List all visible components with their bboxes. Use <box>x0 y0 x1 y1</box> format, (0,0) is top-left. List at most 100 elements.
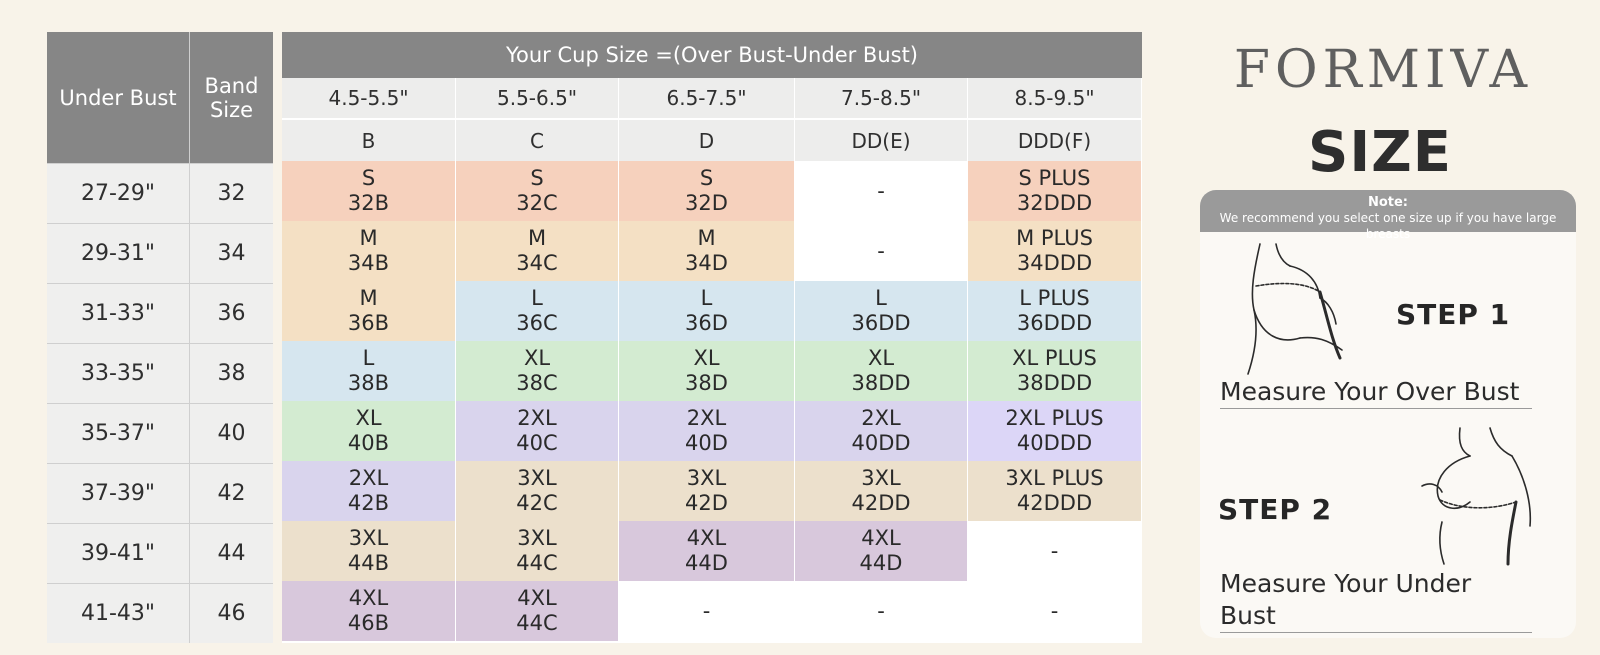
size-label: 2XL PLUS <box>1005 406 1104 430</box>
size-cell: 2XL 40C <box>456 401 619 461</box>
over-bust-illustration-icon <box>1247 243 1343 375</box>
table-row: 33-35" 38 <box>47 343 273 403</box>
bra-size-code: 32DDD <box>1016 191 1093 215</box>
cup-letter-header: C <box>456 120 619 161</box>
size-cell: XL 38C <box>456 341 619 401</box>
size-label: S <box>530 166 544 190</box>
under-bust-table: Under Bust Band Size 27-29" 32 29-31" 34 31-… <box>47 32 273 643</box>
size-label: S PLUS <box>1018 166 1091 190</box>
size-label: M <box>359 226 378 250</box>
size-cell: 2XL 40DD <box>795 401 968 461</box>
size-cell: L 36D <box>619 281 795 341</box>
note-title: Note: <box>1367 195 1409 210</box>
size-cell: M 34D <box>619 221 795 281</box>
bra-size-code: 36B <box>347 311 390 335</box>
under-bust-illustration-icon <box>1421 427 1532 566</box>
size-cell: XL PLUS 38DDD <box>968 341 1142 401</box>
size-label: 4XL <box>517 586 557 610</box>
size-label: M <box>359 286 378 310</box>
cup-size-title: Your Cup Size =(Over Bust-Under Bust) <box>282 32 1142 78</box>
band-size-value: 42 <box>190 463 273 523</box>
under-bust-value: 39-41" <box>47 523 190 583</box>
size-cell: S 32B <box>282 161 456 221</box>
size-label: S <box>699 166 714 190</box>
bra-size-code: 36DDD <box>1016 311 1093 335</box>
size-cell: L PLUS 36DDD <box>968 281 1142 341</box>
size-label: - <box>702 598 711 623</box>
bra-size-code: 38C <box>516 371 558 395</box>
bra-size-code: 42DDD <box>1016 491 1093 515</box>
cup-range-header: 8.5-9.5" <box>968 78 1142 120</box>
size-cell: 3XL 42D <box>619 461 795 521</box>
size-cell: 2XL 42B <box>282 461 456 521</box>
bra-size-code: 32C <box>516 191 558 215</box>
size-cell: 2XL 40D <box>619 401 795 461</box>
size-cell: XL 38DD <box>795 341 968 401</box>
size-label: 3XL <box>517 466 557 490</box>
size-cell: - <box>968 581 1142 641</box>
size-label: L <box>875 286 887 310</box>
header-band-size: Band Size <box>190 32 273 163</box>
size-label: 2XL <box>517 406 557 430</box>
size-cell: 4XL 44C <box>456 581 619 641</box>
under-bust-value: 35-37" <box>47 403 190 463</box>
size-cell: L 36DD <box>795 281 968 341</box>
cup-size-grid: Your Cup Size =(Over Bust-Under Bust) 4.… <box>282 32 1142 643</box>
size-label: M <box>527 226 547 250</box>
bra-size-code: 34DDD <box>1016 251 1093 275</box>
bra-size-code: 44B <box>347 551 390 575</box>
header-under-bust: Under Bust <box>47 32 190 163</box>
size-label: XL <box>523 346 551 370</box>
size-cell: 4XL 44D <box>795 521 968 581</box>
step-1-label: STEP 1 <box>1396 298 1511 331</box>
under-bust-rows: 27-29" 32 29-31" 34 31-33" 36 33-35" 38 35-37" 40… <box>47 163 273 643</box>
size-cell: XL 40B <box>282 401 456 461</box>
cup-letter-header: B <box>282 120 456 161</box>
size-label: XL <box>355 406 382 430</box>
bra-size-code: 36D <box>685 311 728 335</box>
size-cell: S PLUS 32DDD <box>968 161 1142 221</box>
size-cell: 4XL 46B <box>282 581 456 641</box>
size-cell: - <box>968 521 1142 581</box>
size-cell: M 36B <box>282 281 456 341</box>
bra-size-code: 38DD <box>851 371 911 395</box>
size-label: - <box>877 238 885 263</box>
table-row: 27-29" 32 <box>47 163 273 223</box>
size-label: 2XL <box>686 406 727 430</box>
bra-size-code: 46B <box>347 611 390 635</box>
step-1-caption: Measure Your Over Bust <box>1220 376 1532 409</box>
size-cell: M PLUS 34DDD <box>968 221 1142 281</box>
bra-size-code: 44C <box>516 551 558 575</box>
size-label: 4XL <box>686 526 727 550</box>
size-cell: 3XL PLUS 42DDD <box>968 461 1142 521</box>
size-label: L <box>362 346 375 370</box>
size-label: - <box>877 178 885 203</box>
size-label: - <box>877 598 885 623</box>
table-row: 29-31" 34 <box>47 223 273 283</box>
bra-size-code: 40B <box>347 431 390 455</box>
band-size-value: 46 <box>190 583 273 643</box>
size-label: L <box>700 286 713 310</box>
bra-size-code: 40D <box>685 431 728 455</box>
table-row: 35-37" 40 <box>47 403 273 463</box>
band-size-value: 38 <box>190 343 273 403</box>
size-cell: M 34B <box>282 221 456 281</box>
bra-size-code: 42B <box>347 491 390 515</box>
bra-size-code: 32B <box>347 191 390 215</box>
size-cell: 3XL 42C <box>456 461 619 521</box>
bra-size-code: 44D <box>685 551 728 575</box>
bra-size-code: 42DD <box>851 491 911 515</box>
cup-letter-header: DDD(F) <box>968 120 1142 161</box>
size-label: L <box>531 286 543 310</box>
size-label: 3XL <box>861 466 901 490</box>
bra-size-code: 38D <box>685 371 728 395</box>
measurement-guide: Note: We recommend you select one size u… <box>1200 190 1576 638</box>
table-row: 41-43" 46 <box>47 583 273 643</box>
size-label: S <box>361 166 376 190</box>
size-label: 2XL <box>348 466 389 490</box>
cup-range-header: 4.5-5.5" <box>282 78 456 120</box>
size-cell: S 32D <box>619 161 795 221</box>
cup-range-header: 6.5-7.5" <box>619 78 795 120</box>
size-label: 3XL <box>686 466 727 490</box>
bra-size-code: 40C <box>516 431 558 455</box>
